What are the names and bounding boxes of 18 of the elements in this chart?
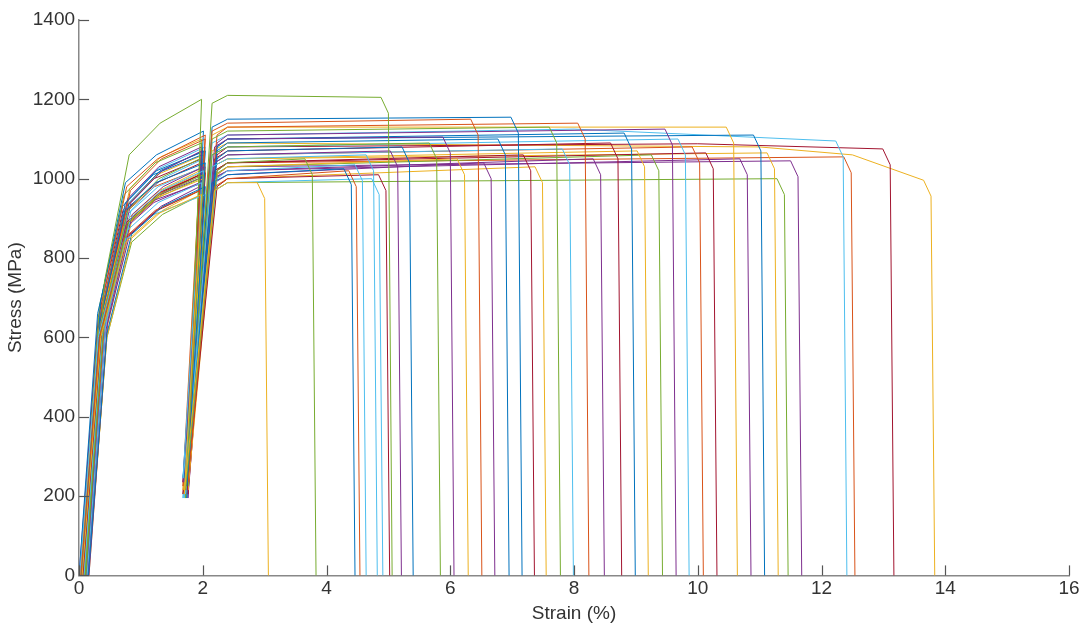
x-tick-label: 16 [1058,577,1080,599]
y-tick-label: 800 [43,246,76,268]
x-tick-label: 8 [568,577,580,599]
x-tick-label: 10 [687,577,709,599]
x-tick-label: 12 [810,577,833,599]
y-tick-label: 1200 [32,87,76,109]
x-tick-label: 2 [197,577,209,599]
y-tick-label: 1000 [32,166,76,188]
x-tick-label: 4 [321,577,333,599]
y-tick-label: 1400 [32,8,76,30]
x-tick-label: 6 [445,577,456,599]
y-tick-label: 400 [43,404,76,426]
y-axis-title: Stress (MPa) [3,242,25,354]
y-tick-label: 0 [64,563,76,585]
y-tick-label: 600 [43,325,76,347]
y-tick-label: 200 [43,484,76,506]
x-tick-label: 14 [934,577,957,599]
x-axis-title: Strain (%) [531,601,617,623]
